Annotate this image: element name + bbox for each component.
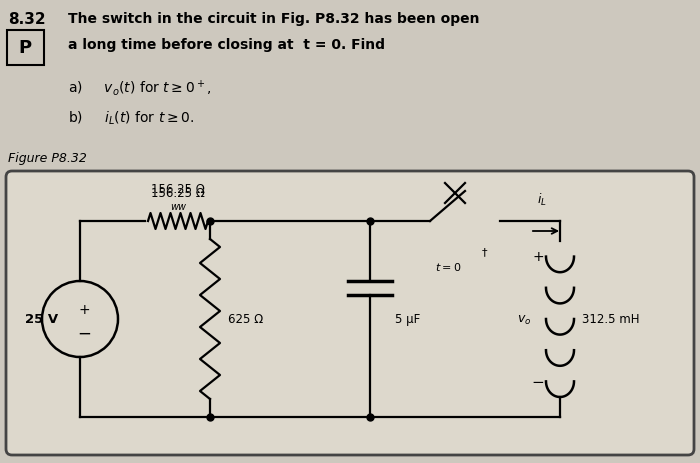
Text: $i_L$: $i_L$ — [537, 192, 547, 207]
Text: 156.25 Ω: 156.25 Ω — [151, 187, 205, 200]
Text: a long time before closing at  t = 0. Find: a long time before closing at t = 0. Fin… — [68, 38, 385, 52]
Text: 8.32: 8.32 — [8, 12, 46, 27]
Text: 156.25 Ω: 156.25 Ω — [151, 187, 205, 200]
Text: −: − — [531, 374, 545, 389]
Text: b)     $i_L(t)$ for $t \geq 0$.: b) $i_L(t)$ for $t \geq 0$. — [68, 110, 195, 127]
Text: Figure P8.32: Figure P8.32 — [8, 152, 87, 165]
Text: 156.25 Ω: 156.25 Ω — [151, 182, 205, 195]
Text: 625 Ω: 625 Ω — [228, 313, 263, 326]
FancyBboxPatch shape — [7, 31, 44, 66]
Text: 312.5 mH: 312.5 mH — [582, 313, 640, 326]
Text: 5 μF: 5 μF — [395, 313, 420, 326]
Text: −: − — [77, 324, 91, 342]
Text: +: + — [532, 250, 544, 263]
Text: The switch in the circuit in Fig. P8.32 has been open: The switch in the circuit in Fig. P8.32 … — [68, 12, 480, 26]
Text: P: P — [18, 39, 32, 57]
Text: $v_o$: $v_o$ — [517, 313, 531, 326]
Text: a)     $v_o(t)$ for $t \geq 0^+$,: a) $v_o(t)$ for $t \geq 0^+$, — [68, 78, 211, 98]
Text: ww: ww — [170, 201, 186, 212]
Text: 25 V: 25 V — [25, 313, 58, 326]
Text: $t = 0$: $t = 0$ — [435, 260, 461, 272]
FancyBboxPatch shape — [6, 172, 694, 455]
Text: +: + — [78, 302, 90, 316]
Text: †: † — [482, 246, 487, 257]
